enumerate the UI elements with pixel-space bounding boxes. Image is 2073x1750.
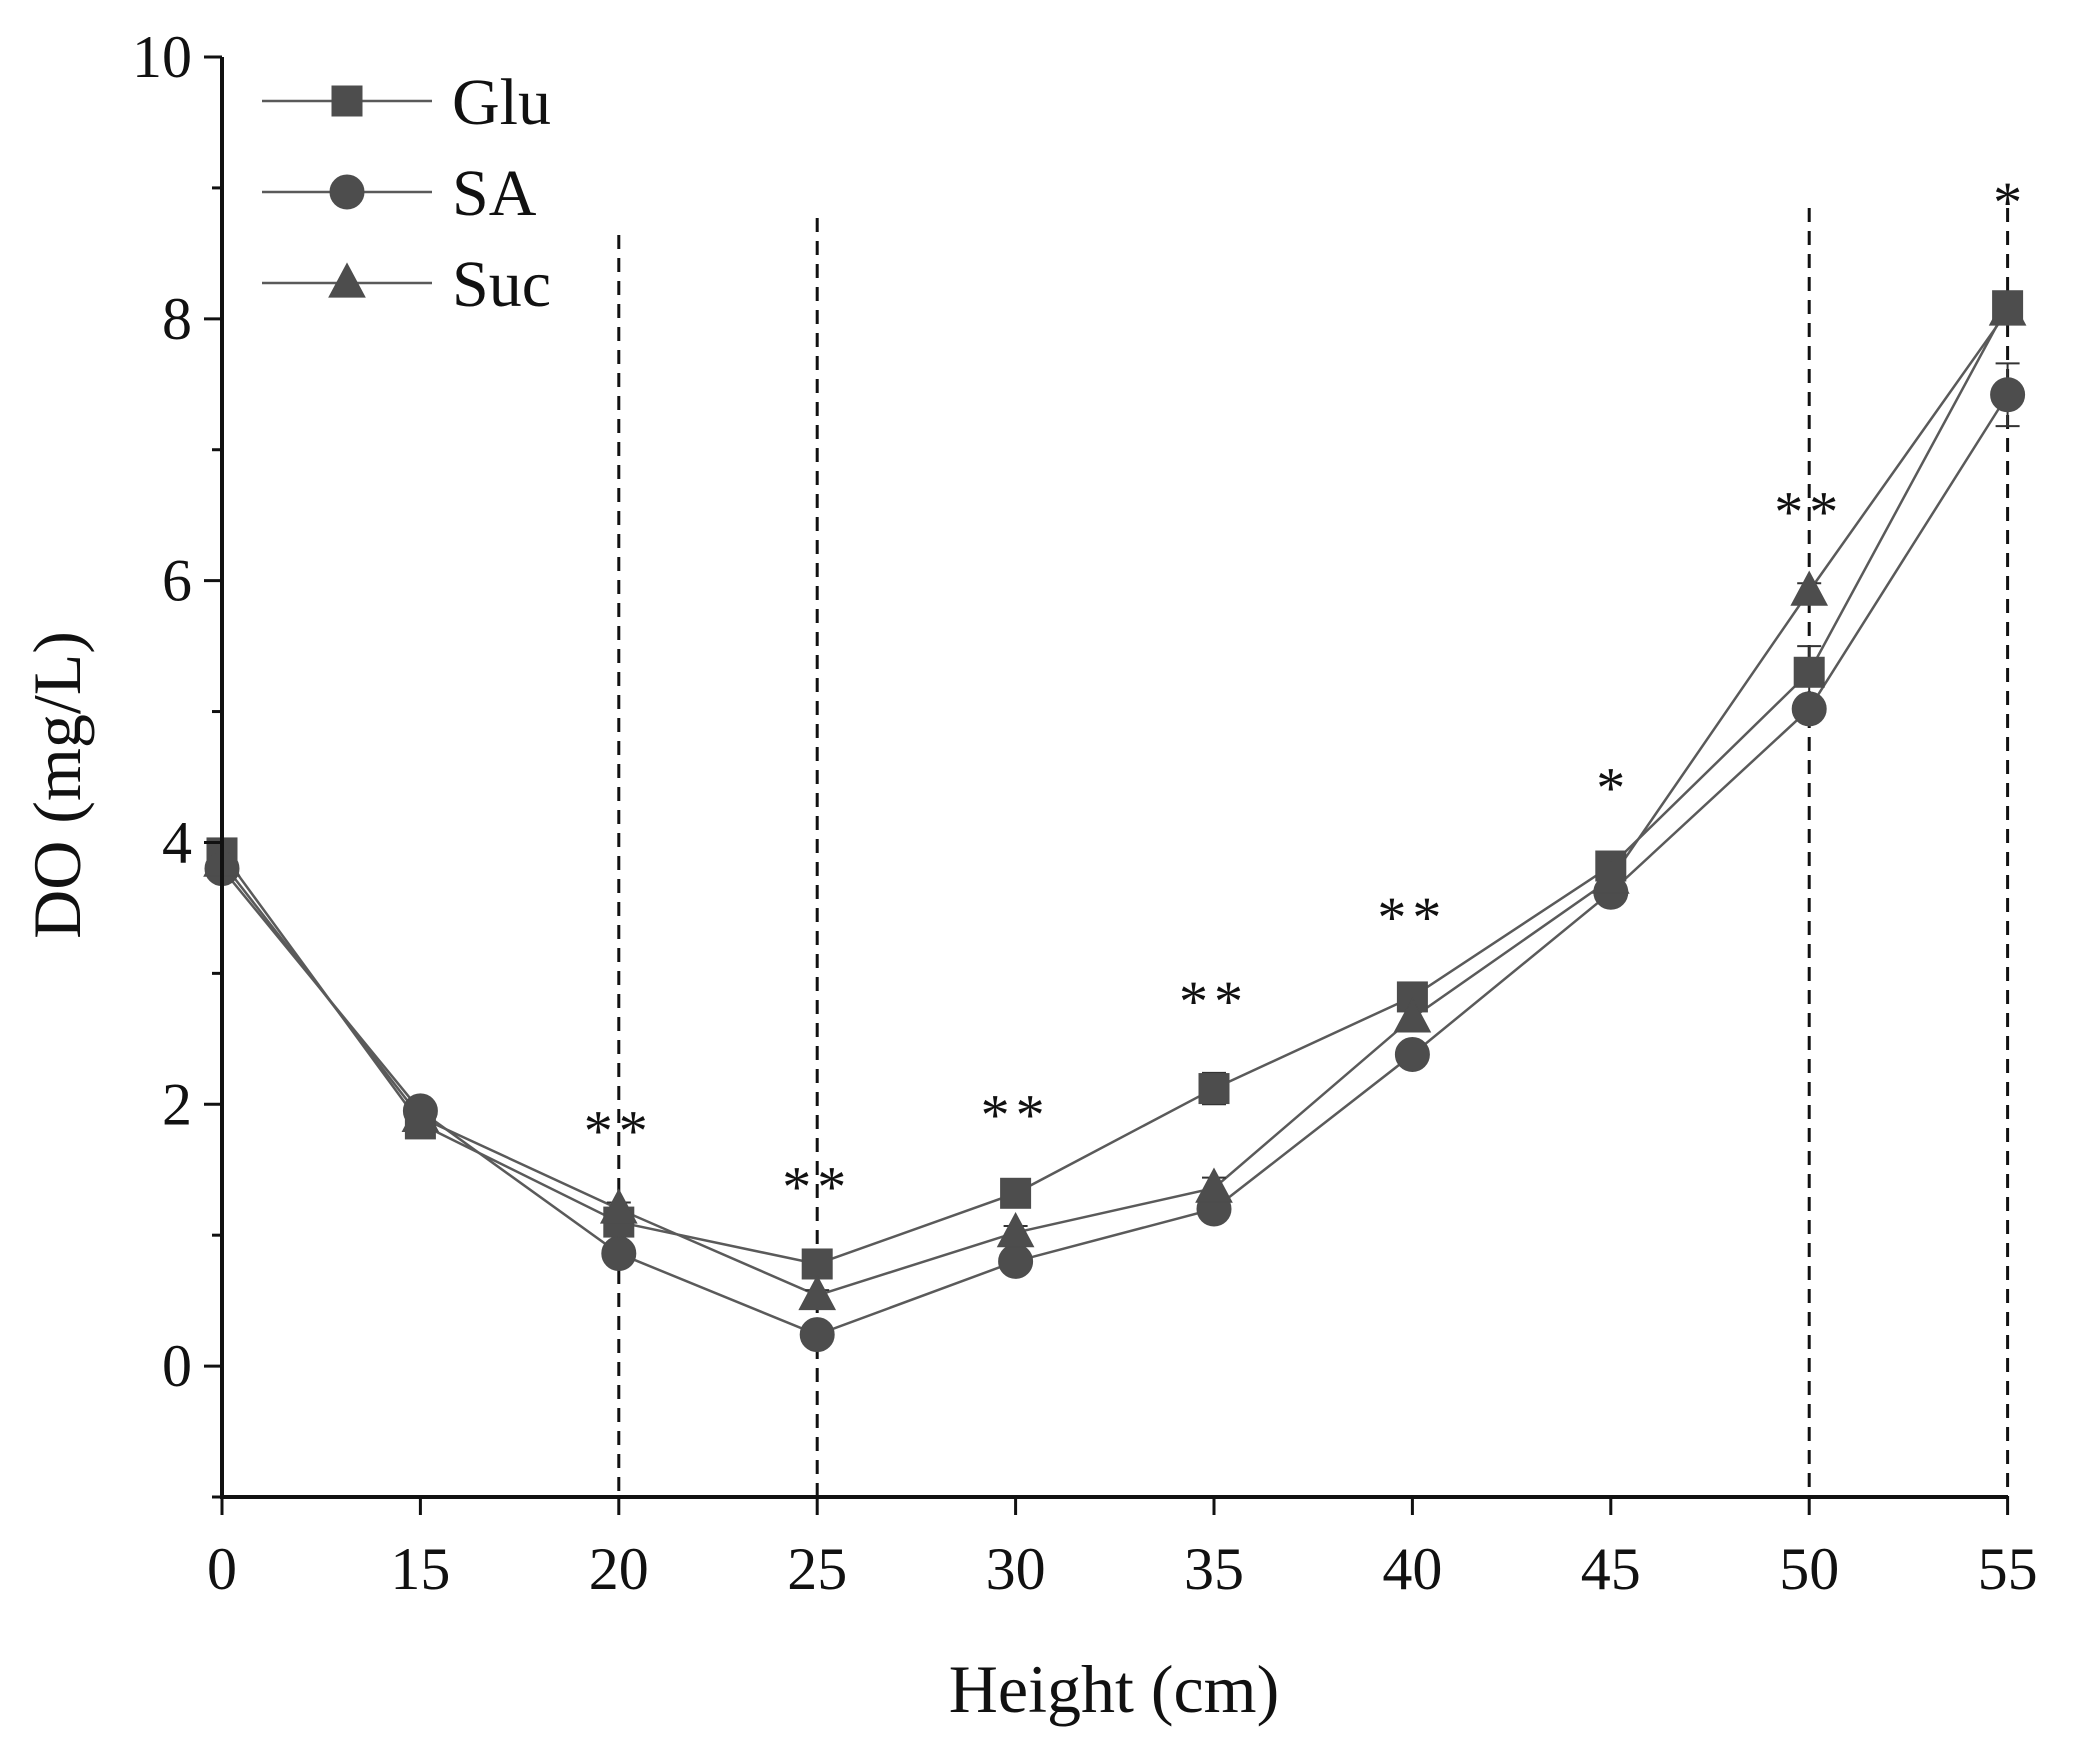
x-tick-label-45: 45 bbox=[1581, 1536, 1641, 1602]
data-point-suc-20 bbox=[599, 1188, 638, 1224]
data-point-suc-50 bbox=[1790, 570, 1829, 606]
y-tick-label-6: 6 bbox=[162, 548, 192, 614]
data-point-suc-55 bbox=[1988, 290, 2027, 326]
x-tick-label-40: 40 bbox=[1382, 1536, 1442, 1602]
data-point-suc-15 bbox=[401, 1096, 440, 1133]
data-point-sa-25 bbox=[799, 1317, 835, 1353]
series-line-suc bbox=[221, 310, 2009, 1297]
significance-label-50: ** bbox=[1774, 479, 1844, 544]
x-tick-label-30: 30 bbox=[986, 1536, 1046, 1602]
significance-label-20: ** bbox=[584, 1098, 654, 1163]
x-tick-label-50: 50 bbox=[1779, 1536, 1839, 1602]
y-axis-title: DO (mg/L) bbox=[19, 631, 95, 939]
legend-marker-glu bbox=[331, 85, 363, 117]
y-tick-label-8: 8 bbox=[162, 286, 192, 352]
y-tick-label-2: 2 bbox=[162, 1071, 192, 1137]
legend-marker-suc bbox=[328, 262, 366, 298]
legend-label-glu: Glu bbox=[452, 66, 551, 139]
significance-label-45: * bbox=[1596, 755, 1625, 820]
significance-label-55: * bbox=[1993, 170, 2022, 235]
data-point-glu-50 bbox=[1793, 656, 1825, 688]
data-point-suc-45 bbox=[1591, 858, 1630, 894]
data-point-suc-25 bbox=[798, 1274, 837, 1311]
data-point-glu-35 bbox=[1198, 1073, 1230, 1105]
significance-label-40: ** bbox=[1377, 885, 1447, 950]
data-point-suc-40 bbox=[1393, 997, 1432, 1033]
data-point-suc-30 bbox=[996, 1211, 1035, 1248]
data-point-sa-30 bbox=[998, 1243, 1034, 1279]
significance-label-25: ** bbox=[782, 1155, 852, 1220]
y-tick-label-4: 4 bbox=[162, 809, 192, 875]
data-point-glu-30 bbox=[1000, 1177, 1032, 1209]
y-tick-label-0: 0 bbox=[162, 1333, 192, 1399]
x-tick-label-0: 0 bbox=[207, 1536, 237, 1602]
x-tick-label-55: 55 bbox=[1978, 1536, 2038, 1602]
significance-label-30: ** bbox=[981, 1083, 1051, 1148]
data-point-sa-55 bbox=[1990, 377, 2026, 413]
data-point-suc-35 bbox=[1195, 1167, 1233, 1203]
x-tick-label-15: 15 bbox=[390, 1536, 450, 1602]
significance-label-35: ** bbox=[1179, 969, 1249, 1034]
legend-marker-sa bbox=[329, 174, 365, 210]
data-point-sa-40 bbox=[1394, 1037, 1430, 1073]
legend-label-sa: SA bbox=[452, 157, 537, 230]
x-tick-label-35: 35 bbox=[1184, 1536, 1244, 1602]
data-point-sa-20 bbox=[601, 1236, 637, 1272]
x-axis-title: Height (cm) bbox=[949, 1651, 1279, 1727]
legend-label-suc: Suc bbox=[452, 248, 551, 321]
x-tick-label-25: 25 bbox=[787, 1536, 847, 1602]
series-line-glu bbox=[220, 305, 2009, 1266]
data-point-sa-50 bbox=[1791, 691, 1827, 727]
y-tick-label-10: 10 bbox=[132, 24, 192, 90]
data-point-glu-25 bbox=[801, 1248, 833, 1280]
x-tick-label-20: 20 bbox=[589, 1536, 649, 1602]
series-line-sa bbox=[221, 394, 2009, 1337]
